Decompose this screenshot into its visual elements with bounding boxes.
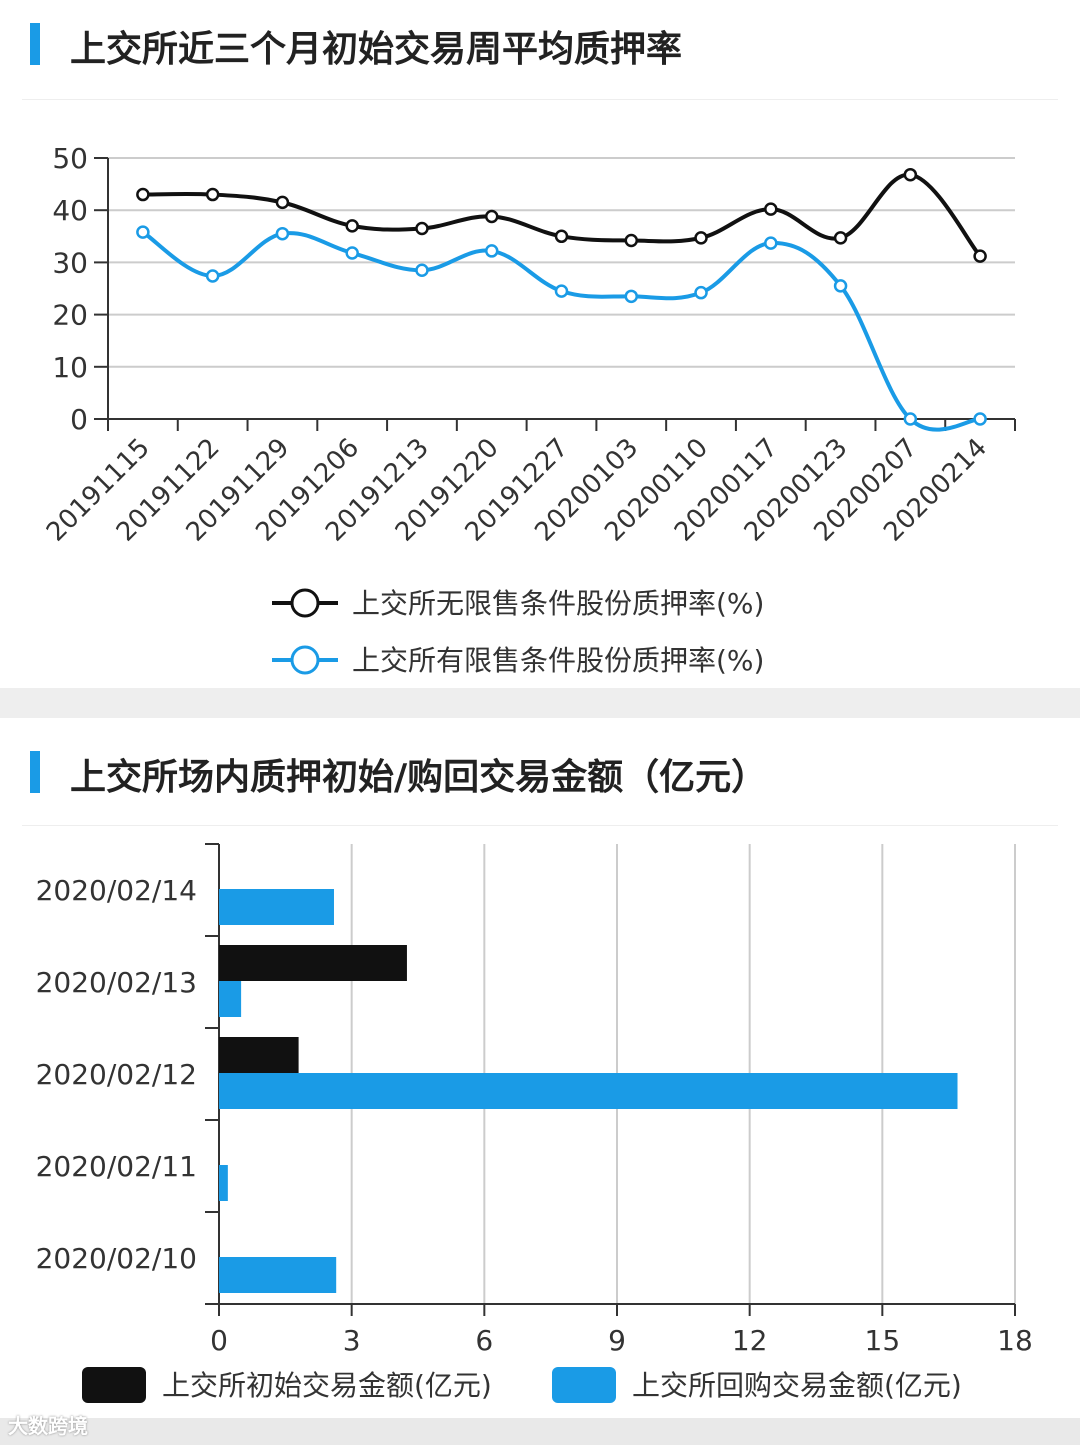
title-accent-bar [30,751,40,793]
data-point [415,263,429,277]
chart-panel-pledge-rate: 上交所近三个月初始交易周平均质押率 0 10 20 30 40 50 20191115 201… [0,0,1080,688]
data-point [694,231,708,245]
data-point [764,236,778,250]
bar-2 [219,1165,228,1201]
bar-2 [219,1073,958,1109]
legend-swatch [82,1367,146,1403]
data-point [694,285,708,300]
x-tick-label: 9 [608,1324,626,1357]
x-tick-label: 15 [865,1324,901,1357]
data-point [275,226,290,241]
data-point [484,209,499,224]
bar-2 [219,1257,337,1293]
line-chart: 0102030405020191115201911222019112920191… [41,142,1016,677]
data-point [764,202,778,216]
data-point [345,246,359,260]
legend-marker [290,645,320,675]
y-tick-label: 50 [52,142,88,175]
legend-label: 上交所回购交易金额(亿元) [632,1369,962,1402]
bar-1 [219,1037,299,1073]
data-point [275,195,290,210]
bar-2 [219,981,242,1017]
data-point [205,269,220,283]
data-point [415,221,429,236]
y-tick-label: 2020/02/13 [36,966,197,999]
x-tick-label: 3 [343,1324,361,1357]
y-tick-label: 20 [52,299,88,332]
x-tick-label: 6 [475,1324,493,1357]
data-point [484,244,499,258]
y-tick-label: 40 [52,194,88,227]
bar-2 [219,889,334,925]
chart2-title: 上交所场内质押初始/购回交易金额（亿元） [70,757,768,798]
data-point [973,249,987,263]
title-accent-bar [30,23,40,65]
data-point [833,231,848,245]
bar-1 [219,945,407,981]
data-point [973,412,987,426]
y-tick-label: 30 [52,246,88,279]
data-point [833,279,848,293]
divider [22,99,1058,100]
legend-swatch [552,1367,616,1403]
chart1-title: 上交所近三个月初始交易周平均质押率 [70,29,683,70]
data-point [345,219,359,233]
legend-marker [290,588,320,618]
y-tick-label: 2020/02/12 [36,1058,197,1091]
divider [22,825,1058,826]
x-tick-label: 18 [997,1324,1033,1357]
y-tick-label: 0 [70,403,88,436]
footer-strip [0,1418,1080,1445]
y-tick-label: 10 [52,351,88,384]
y-tick-label: 2020/02/10 [36,1242,197,1275]
series-line-1 [142,172,982,258]
data-point [205,187,220,202]
legend-label: 上交所有限售条件股份质押率(%) [352,644,764,677]
y-tick-label: 2020/02/11 [36,1150,197,1183]
data-point [554,229,569,244]
x-tick-label: 12 [732,1324,768,1357]
data-point [136,225,150,239]
data-point [903,412,918,426]
data-point [554,284,569,298]
chart-panel-trade-amount: 上交所场内质押初始/购回交易金额（亿元） 0 3 6 9 12 15 18 2020/02/1… [0,718,1080,1418]
y-tick-label: 2020/02/14 [36,874,197,907]
legend-label: 上交所无限售条件股份质押率(%) [352,587,764,620]
x-tick-label: 0 [210,1324,228,1357]
data-point [624,289,639,304]
legend-label: 上交所初始交易金额(亿元) [162,1369,492,1402]
data-point [624,233,639,248]
data-point [136,187,150,202]
section-separator [0,688,1080,718]
bar-chart: 0 3 6 9 12 15 18 2020/02/14 2020/02/13 2020/02/12… [36,843,1033,1403]
data-point [903,167,918,182]
watermark: 大数跨境 [8,1414,88,1438]
